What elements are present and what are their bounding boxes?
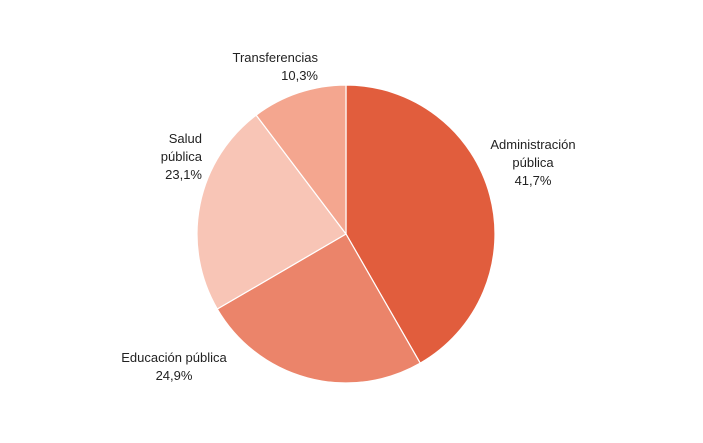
pie-labels: Administración pública 41,7% Educación públ… <box>121 50 575 383</box>
slice-label: Administración pública 41,7% <box>490 137 575 188</box>
slice-name-label: Transferencias <box>233 50 319 65</box>
slice-name-label: Salud <box>169 131 202 146</box>
pie-slice-administracion-publica <box>345 84 496 364</box>
slice-value-label: 23,1% <box>165 167 202 182</box>
pie-slice-educacion-publica <box>216 233 421 384</box>
slice-name-label: pública <box>512 155 554 170</box>
slice-value-label: 24,9% <box>156 368 193 383</box>
pie-slices <box>196 84 496 384</box>
slice-label: Educación pública 24,9% <box>121 350 227 383</box>
pie-slice-transferencias <box>255 84 347 235</box>
pie-slice-salud-publica <box>196 114 347 310</box>
slice-name-label: Administración <box>490 137 575 152</box>
slice-value-label: 41,7% <box>515 173 552 188</box>
slice-value-label: 10,3% <box>281 68 318 83</box>
slice-label: Salud pública 23,1% <box>161 131 203 182</box>
slice-label: Transferencias 10,3% <box>233 50 319 83</box>
slice-name-label: Educación pública <box>121 350 227 365</box>
slice-name-label: pública <box>161 149 203 164</box>
